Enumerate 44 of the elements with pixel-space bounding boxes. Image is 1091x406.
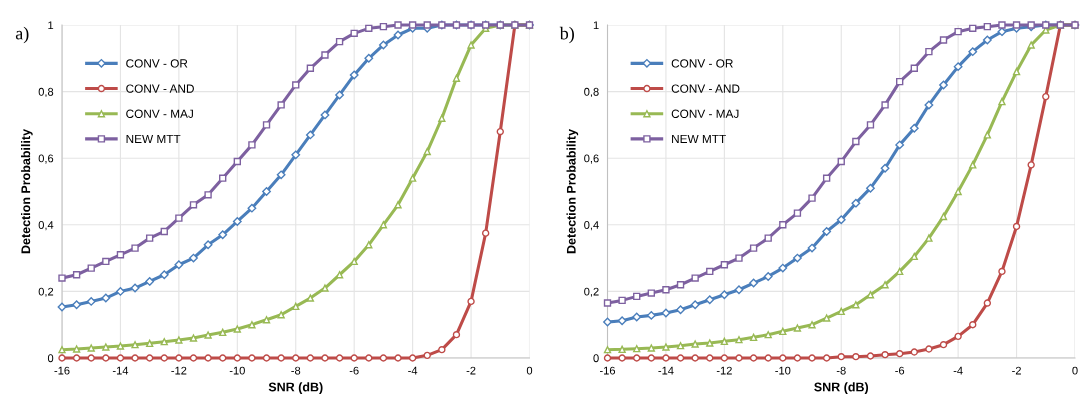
y-axis-title: Detection Probability	[566, 129, 579, 254]
x-tick-label: -4	[953, 366, 963, 375]
x-tick-label: -12	[171, 366, 187, 375]
y-tick-label: 0,4	[584, 221, 599, 231]
x-tick-label: -14	[658, 366, 674, 375]
y-tick-label: 0	[593, 354, 599, 363]
x-tick-label: -8	[836, 366, 846, 375]
legend-label: CONV - OR	[126, 59, 188, 68]
y-tick-label: 0,4	[38, 221, 54, 231]
legend-label: CONV - AND	[671, 84, 740, 93]
y-tick-label: 1	[593, 21, 599, 30]
y-axis-title: Detection Probability	[21, 129, 33, 254]
legend-label: CONV - MAJ	[671, 109, 739, 118]
x-tick-label: 0	[1072, 366, 1078, 375]
legend-label: NEW MTT	[672, 134, 726, 144]
legend-label: NEW MTT	[126, 134, 181, 144]
y-tick-label: 0,8	[584, 87, 599, 98]
y-tick-label: 0,2	[38, 287, 54, 297]
y-tick-label: 1	[48, 21, 54, 30]
chart-title: a)	[15, 26, 29, 44]
x-tick-label: -2	[466, 366, 476, 375]
x-tick-label: -12	[716, 366, 732, 375]
x-tick-label: -16	[54, 366, 70, 375]
legend-label: CONV - AND	[126, 84, 194, 93]
legend-label: CONV - OR	[671, 59, 733, 68]
y-tick-label: 0	[47, 354, 54, 363]
x-tick-label: -4	[408, 366, 418, 375]
x-tick-label: 0	[526, 366, 533, 375]
x-tick-label: -10	[775, 366, 791, 375]
y-tick-label: 0,6	[584, 154, 599, 164]
x-tick-label: -6	[349, 366, 359, 375]
x-tick-label: -14	[112, 366, 129, 375]
x-tick-label: -10	[229, 366, 245, 375]
x-axis-title: SNR (dB)	[814, 382, 869, 394]
y-tick-label: 0,2	[584, 287, 599, 297]
x-tick-label: -8	[291, 366, 301, 375]
legend-label: CONV - MAJ	[126, 109, 193, 118]
x-tick-label: -6	[895, 366, 905, 375]
y-tick-label: 0,6	[38, 154, 54, 164]
chart-title: b)	[559, 26, 574, 44]
x-tick-label: -16	[599, 366, 616, 375]
y-tick-label: 0,8	[38, 87, 54, 98]
x-tick-label: -2	[1012, 366, 1021, 375]
x-axis-title: SNR (dB)	[268, 382, 323, 394]
